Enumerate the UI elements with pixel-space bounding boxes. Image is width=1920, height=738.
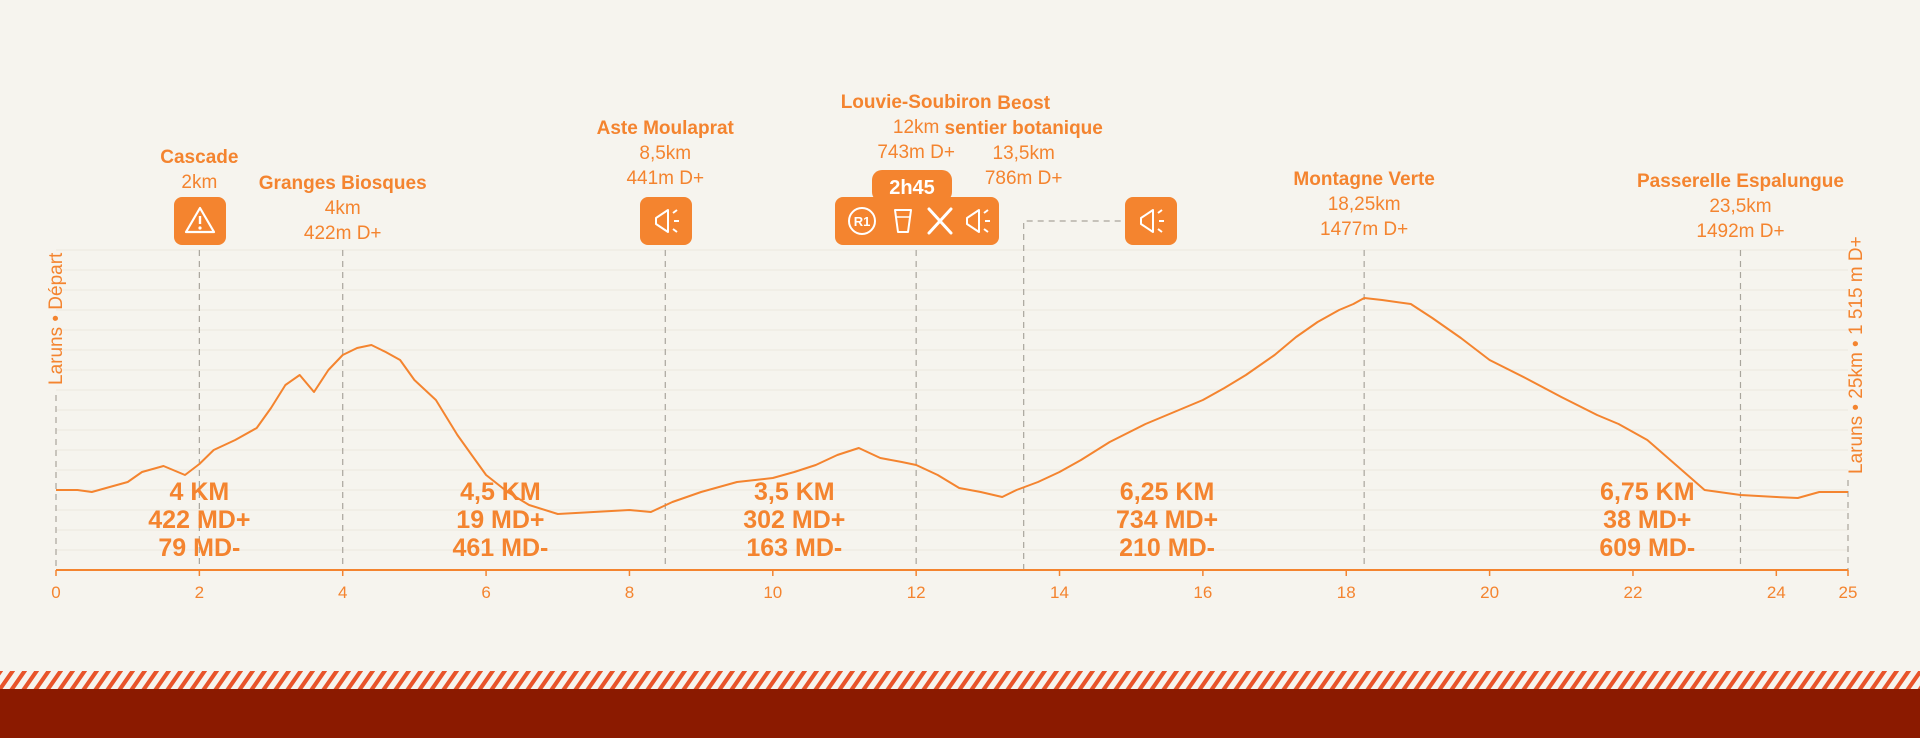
waypoint-group: Aste Moulaprat 8,5km 441m D+ (597, 118, 735, 245)
segment-elevation-loss: 210 MD- (1119, 534, 1215, 562)
segment-elevation-gain: 734 MD+ (1116, 506, 1218, 534)
warning-icon-dot (198, 226, 202, 230)
waypoint-name: Montagne Verte (1293, 169, 1434, 190)
waypoint-detail: 13,5km (993, 143, 1055, 164)
waypoint-name: Aste Moulaprat (597, 118, 735, 139)
x-tick-label: 10 (763, 583, 782, 602)
x-tick-label: 12 (907, 583, 926, 602)
segment-distance: 4,5 KM (460, 478, 541, 506)
segment-distance: 6,25 KM (1120, 478, 1214, 506)
side-labels: Laruns • Départ Laruns • 25km • 1 515 m D… (46, 236, 1867, 474)
x-tick-label: 24 (1767, 583, 1786, 602)
profile-layer (56, 297, 1848, 515)
x-tick-label: 8 (625, 583, 634, 602)
chart-grid (56, 249, 1848, 551)
waypoint-guide-line (1023, 220, 1128, 570)
waypoint-group: Louvie-Soubiron 12km 743m D+ 2h45 R1 (835, 92, 999, 245)
segment-elevation-loss: 163 MD- (746, 534, 842, 562)
waypoint-labels: Cascade 2km Granges Biosques 4km 422m D+ Aste… (160, 92, 1844, 245)
waypoint-name: Beost (997, 93, 1050, 114)
waypoint-group: Montagne Verte 18,25km 1477m D+ (1293, 169, 1434, 240)
megaphone-icon (966, 209, 980, 233)
footer-hatch-stripe (0, 671, 1920, 689)
cutlery-icon (927, 207, 953, 235)
waypoint-badge (835, 197, 999, 245)
waypoint-badge (1125, 197, 1177, 245)
segment-elevation-loss: 609 MD- (1599, 534, 1695, 562)
x-tick-label: 0 (51, 583, 60, 602)
segment-distance: 4 KM (169, 478, 229, 506)
warning-icon (184, 206, 216, 234)
x-axis: 0 2 4 6 8 10 12 14 16 18 20 22 24 25 (51, 569, 1858, 602)
segment-elevation-loss: 79 MD- (158, 534, 240, 562)
waypoint-guides (55, 220, 1849, 570)
megaphone-icon (1140, 209, 1154, 233)
waypoint-badge (640, 197, 692, 245)
waypoint-detail: 743m D+ (877, 142, 955, 163)
refreshment-r1-icon (848, 207, 876, 235)
waypoint-group: Cascade 2km (160, 147, 238, 245)
waypoint-detail: 1492m D+ (1696, 221, 1784, 242)
megaphone-icon-waves (672, 209, 679, 233)
x-tick-label: 18 (1337, 583, 1356, 602)
x-tick-label: 16 (1193, 583, 1212, 602)
x-tick-label: 2 (195, 583, 204, 602)
waypoint-name-line2: sentier botanique (945, 118, 1103, 139)
x-tick-label: 14 (1050, 583, 1069, 602)
waypoint-detail: 8,5km (639, 143, 691, 164)
x-tick-label: 22 (1623, 583, 1642, 602)
segment-distance: 6,75 KM (1600, 478, 1694, 506)
segment-elevation-gain: 19 MD+ (456, 506, 544, 534)
segment-elevation-gain: 38 MD+ (1603, 506, 1691, 534)
cup-icon (894, 209, 912, 233)
waypoint-detail: 422m D+ (304, 223, 382, 244)
waypoint-group: Passerelle Espalungue 23,5km 1492m D+ (1637, 171, 1844, 242)
time-badge-text: 2h45 (889, 177, 935, 199)
waypoint-name: Passerelle Espalungue (1637, 171, 1844, 192)
waypoint-detail: 786m D+ (985, 168, 1063, 189)
x-tick-label: 6 (481, 583, 490, 602)
footer-band (0, 671, 1920, 738)
waypoint-detail: 4km (325, 198, 361, 219)
waypoint-detail: 18,25km (1328, 194, 1401, 215)
footer-band-fill (0, 689, 1920, 738)
waypoint-detail: 12km (893, 117, 939, 138)
megaphone-icon-waves (1157, 209, 1164, 233)
waypoint-detail: 23,5km (1709, 196, 1771, 217)
end-label: Laruns • 25km • 1 515 m D+ (1846, 236, 1867, 474)
waypoint-detail: 1477m D+ (1320, 219, 1408, 240)
waypoint-group: Beost sentier botanique 13,5km 786m D+ (945, 93, 1177, 245)
x-tick-label: 4 (338, 583, 347, 602)
start-label: Laruns • Départ (46, 252, 67, 385)
segment-elevation-gain: 422 MD+ (148, 506, 250, 534)
waypoint-name: Louvie-Soubiron (841, 92, 992, 113)
waypoint-name: Granges Biosques (259, 173, 427, 194)
segment-elevation-gain: 302 MD+ (743, 506, 845, 534)
waypoint-group: Granges Biosques 4km 422m D+ (259, 173, 427, 244)
x-tick-label: 20 (1480, 583, 1499, 602)
waypoint-detail: 441m D+ (626, 168, 704, 189)
waypoint-detail: 2km (181, 172, 217, 193)
waypoint-name: Cascade (160, 147, 238, 168)
time-badge (872, 170, 952, 202)
refreshment-r1-icon-text: R1 (854, 214, 871, 229)
segment-distance: 3,5 KM (754, 478, 835, 506)
elevation-profile-line (56, 297, 1848, 515)
x-tick-label: 25 (1839, 583, 1858, 602)
segment-elevation-loss: 461 MD- (452, 534, 548, 562)
megaphone-icon-waves (983, 209, 990, 233)
megaphone-icon (655, 209, 669, 233)
